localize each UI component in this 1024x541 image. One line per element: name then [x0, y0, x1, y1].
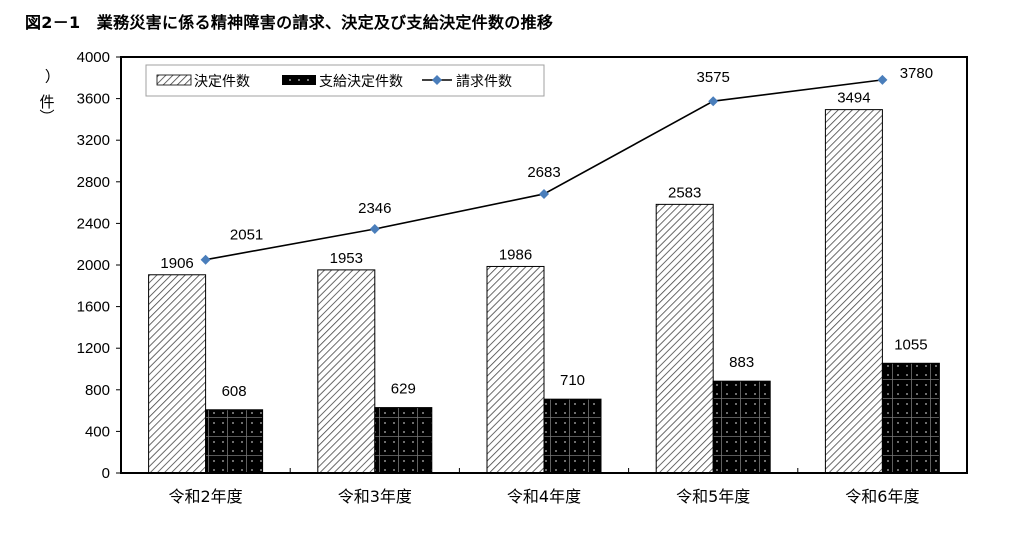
svg-text:支給決定件数: 支給決定件数: [319, 74, 403, 90]
bar-value-label: 883: [729, 354, 754, 371]
y-tick-label: 2000: [77, 257, 110, 274]
y-tick-label: 1600: [77, 299, 110, 316]
svg-text:︵: ︵: [43, 68, 61, 83]
x-category-label: 令和2年度: [169, 487, 243, 506]
y-tick-label: 3200: [77, 132, 110, 149]
line-value-label: 2051: [230, 227, 263, 244]
legend-item-kettei: 決定件数: [156, 74, 250, 90]
diamond-marker-icon: [200, 254, 211, 265]
bar-shikyu: [543, 398, 602, 474]
y-tick-label: 400: [85, 423, 110, 440]
bar-kettei: [148, 274, 207, 474]
bar-value-label: 629: [391, 381, 416, 398]
line-series: [200, 74, 888, 265]
bar-value-label: 1906: [160, 255, 193, 272]
legend: 決定件数 支給決定件数 請求件数: [145, 64, 545, 97]
diamond-marker-icon: [369, 224, 380, 235]
bar-value-label: 1953: [330, 250, 363, 267]
bars: [148, 109, 940, 474]
bar-shikyu: [205, 409, 264, 474]
svg-text:請求件数: 請求件数: [456, 74, 512, 90]
x-category-label: 令和5年度: [676, 487, 750, 506]
line-value-label: 2683: [527, 164, 560, 181]
bar-value-label: 3494: [837, 90, 870, 107]
data-labels: 1906 608 1953 629 1986 710 2583 883 3494 1055 2051…: [160, 65, 933, 400]
legend-item-seikyu: 請求件数: [422, 74, 512, 90]
bar-value-label: 1986: [499, 246, 532, 263]
bar-kettei: [824, 109, 883, 474]
legend-item-shikyu: 支給決定件数: [282, 74, 403, 90]
y-tick-label: 1200: [77, 340, 110, 357]
bar-shikyu: [374, 407, 433, 474]
y-tick-label: 2400: [77, 215, 110, 232]
diamond-marker-icon: [877, 74, 888, 85]
chart-title: 図2－1 業務災害に係る精神障害の請求、決定及び支給決定件数の推移: [25, 13, 554, 32]
y-axis-label: ︵ 件 ︶: [39, 68, 61, 126]
svg-text:件: 件: [39, 93, 54, 111]
line-value-label: 3780: [900, 65, 933, 82]
x-category-label: 令和4年度: [507, 487, 581, 506]
bar-kettei: [317, 269, 376, 474]
diamond-marker-icon: [708, 96, 719, 107]
y-tick-label: 800: [85, 382, 110, 399]
bar-value-label: 608: [222, 383, 247, 400]
bar-shikyu: [881, 362, 940, 474]
line-value-label: 2346: [358, 200, 391, 217]
y-tick-label: 0: [102, 465, 110, 482]
y-tick-label: 2800: [77, 174, 110, 191]
bar-shikyu: [712, 380, 771, 474]
y-tick-label: 3600: [77, 91, 110, 108]
bar-value-label: 1055: [894, 336, 927, 353]
bar-kettei: [486, 265, 545, 474]
hatch-swatch-icon: [156, 74, 192, 86]
y-axis-ticks: 0 400 800 1200 1600 2000 2400 2800 3200 3600 4000: [77, 49, 799, 482]
y-tick-label: 4000: [77, 49, 110, 66]
diamond-marker-icon: [432, 75, 442, 85]
bar-value-label: 710: [560, 372, 585, 389]
svg-text:決定件数: 決定件数: [194, 74, 250, 90]
bar-value-label: 2583: [668, 184, 701, 201]
line-value-label: 3575: [697, 69, 730, 86]
svg-text:︶: ︶: [39, 108, 54, 126]
x-category-label: 令和6年度: [845, 487, 919, 506]
plot-frame: [120, 56, 968, 474]
x-axis-categories: 令和2年度 令和3年度 令和4年度 令和5年度 令和6年度: [169, 487, 920, 506]
bar-kettei: [655, 203, 714, 474]
x-category-label: 令和3年度: [338, 487, 412, 506]
diamond-marker-icon: [539, 188, 549, 199]
